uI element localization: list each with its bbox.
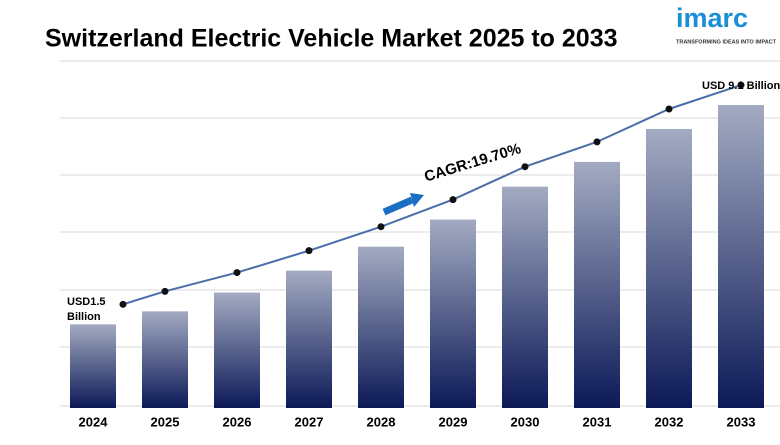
- bar: [358, 246, 404, 408]
- x-tick-label: 2028: [367, 414, 396, 429]
- trend-point: [377, 223, 385, 231]
- bar: [430, 219, 476, 408]
- x-tick-label: 2025: [151, 414, 180, 429]
- logo-tagline: TRANSFORMING IDEAS INTO IMPACT: [676, 39, 777, 45]
- x-tick-label: 2033: [727, 414, 756, 429]
- chart-title: Switzerland Electric Vehicle Market 2025…: [45, 25, 618, 53]
- x-tick-label: 2029: [439, 414, 468, 429]
- end-label: USD 9.1 Billion: [702, 80, 780, 92]
- start-label: Billion: [67, 311, 101, 323]
- bar: [502, 186, 548, 408]
- start-label: USD1.5: [67, 296, 106, 308]
- bar: [142, 311, 188, 408]
- x-tick-label: 2024: [79, 414, 109, 429]
- trend-point: [161, 287, 169, 295]
- trend-point: [305, 247, 313, 255]
- cagr-arrow: [382, 193, 424, 216]
- x-tick-label: 2027: [295, 414, 324, 429]
- bar: [214, 292, 260, 408]
- bar: [286, 270, 332, 408]
- x-tick-label: 2026: [223, 414, 252, 429]
- x-tick-label: 2031: [583, 414, 612, 429]
- logo: imarc: [676, 3, 748, 33]
- trend-point: [737, 81, 745, 89]
- x-tick-label: 2030: [511, 414, 540, 429]
- trend-point: [449, 196, 457, 204]
- cagr-label: CAGR:19.70%: [422, 140, 523, 186]
- trend-point: [119, 300, 127, 308]
- bar: [718, 105, 764, 408]
- bar: [574, 161, 620, 408]
- x-tick-label: 2032: [655, 414, 684, 429]
- trend-line: [122, 84, 742, 306]
- trend-point: [233, 269, 241, 277]
- trend-point: [665, 105, 673, 113]
- trend-point: [521, 163, 529, 171]
- bar: [70, 324, 116, 408]
- trend-point: [593, 138, 601, 146]
- bar: [646, 128, 692, 409]
